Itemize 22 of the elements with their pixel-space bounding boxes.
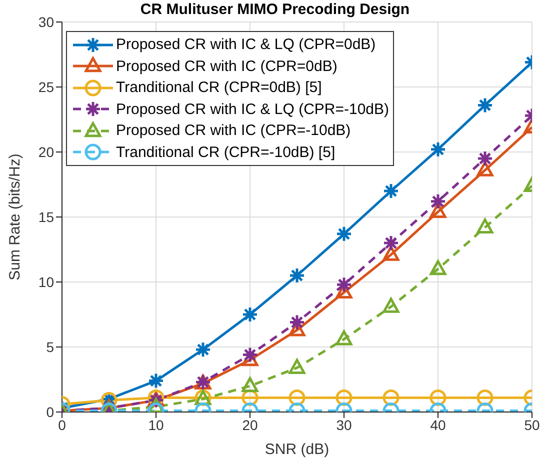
x-axis-title: SNR (dB) xyxy=(264,441,330,458)
legend-label: Proposed CR with IC & LQ (CPR=0dB) xyxy=(116,36,376,54)
y-tick-label: 10 xyxy=(38,274,54,290)
legend-label: Tranditional CR (CPR=-10dB) [5] xyxy=(116,144,336,161)
legend-label: Proposed CR with IC (CPR=-10dB) xyxy=(116,122,351,140)
y-tick-label: 30 xyxy=(38,14,54,30)
x-tick-label: 30 xyxy=(336,416,352,433)
x-tick-label: 50 xyxy=(524,416,540,433)
x-tick-label: 20 xyxy=(242,416,258,433)
legend-label: Tranditional CR (CPR=0dB) [5] xyxy=(116,79,322,96)
legend-label: Proposed CR with IC & LQ (CPR=-10dB) xyxy=(116,100,390,118)
y-tick-label: 20 xyxy=(38,144,54,160)
x-tick-label: 40 xyxy=(430,416,446,433)
x-tick-label: 0 xyxy=(58,416,66,433)
y-tick-label: 0 xyxy=(46,404,54,420)
y-tick-label: 15 xyxy=(38,208,54,225)
y-tick-label: 25 xyxy=(38,78,54,95)
legend-label: Proposed CR with IC (CPR=0dB) xyxy=(116,58,338,75)
y-axis-title: Sum Rate (bits/Hz) xyxy=(6,154,24,280)
chart-title: CR Mulituser MIMO Precoding Design xyxy=(140,1,410,18)
y-tick-label: 5 xyxy=(46,338,54,355)
x-tick-label: 10 xyxy=(148,416,164,433)
